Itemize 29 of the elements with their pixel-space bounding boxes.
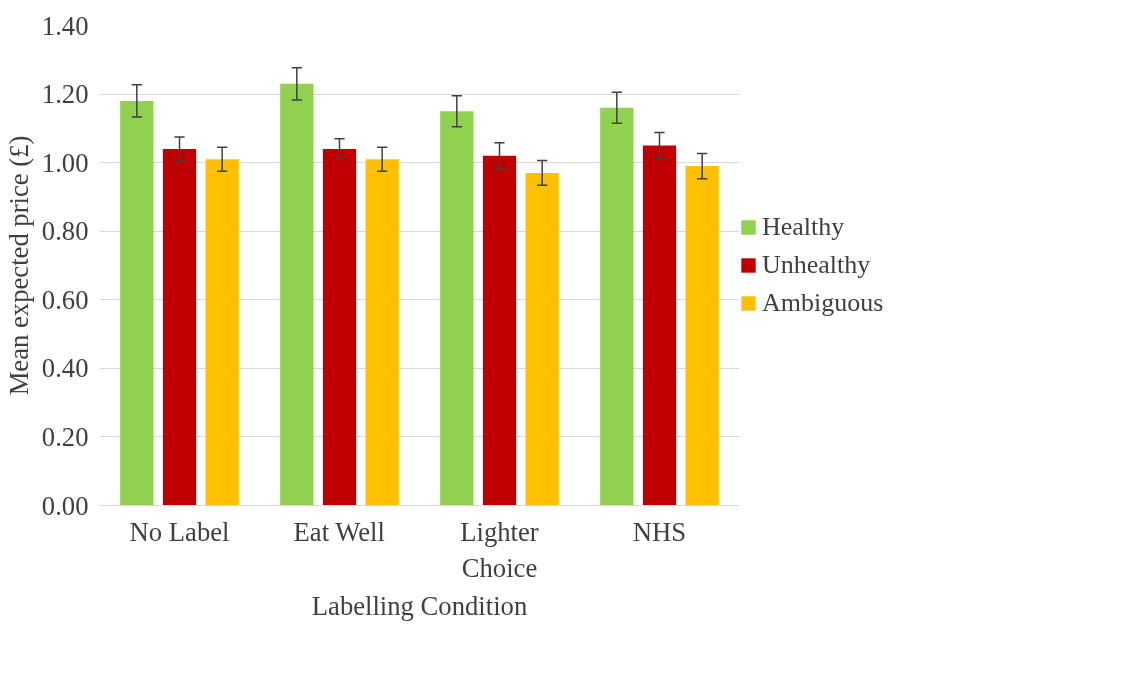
x-tick-label: Eat Well xyxy=(293,516,385,547)
x-axis-title: Labelling Condition xyxy=(311,590,528,621)
legend-label: Ambiguous xyxy=(762,288,884,318)
legend-label: Healthy xyxy=(762,212,845,242)
x-tick-label: Lighter Choice xyxy=(460,516,539,583)
y-tick-label: 0.20 xyxy=(41,421,89,452)
bar xyxy=(280,83,314,506)
y-axis-title: Mean expected price (£) xyxy=(3,135,34,396)
x-tick-label: NHS xyxy=(632,516,687,547)
bar xyxy=(482,155,517,506)
bar xyxy=(205,159,239,506)
x-tick-label: No Label xyxy=(129,516,230,547)
bar xyxy=(525,172,559,506)
bar xyxy=(440,111,474,506)
y-tick-label: 1.20 xyxy=(41,79,89,110)
y-tick-label: 1.40 xyxy=(41,10,89,41)
bar xyxy=(685,166,719,506)
y-tick-label: 0.40 xyxy=(41,353,89,384)
bar xyxy=(600,107,634,506)
bar xyxy=(162,148,197,506)
bar xyxy=(642,145,677,506)
y-tick-label: 0.00 xyxy=(41,490,89,521)
y-tick-label: 0.60 xyxy=(41,284,89,315)
y-tick-label: 1.00 xyxy=(41,147,89,178)
bar xyxy=(365,159,399,506)
bar xyxy=(120,100,154,506)
bar xyxy=(322,148,357,506)
y-tick-label: 0.80 xyxy=(41,216,89,247)
legend-label: Unhealthy xyxy=(762,250,871,280)
